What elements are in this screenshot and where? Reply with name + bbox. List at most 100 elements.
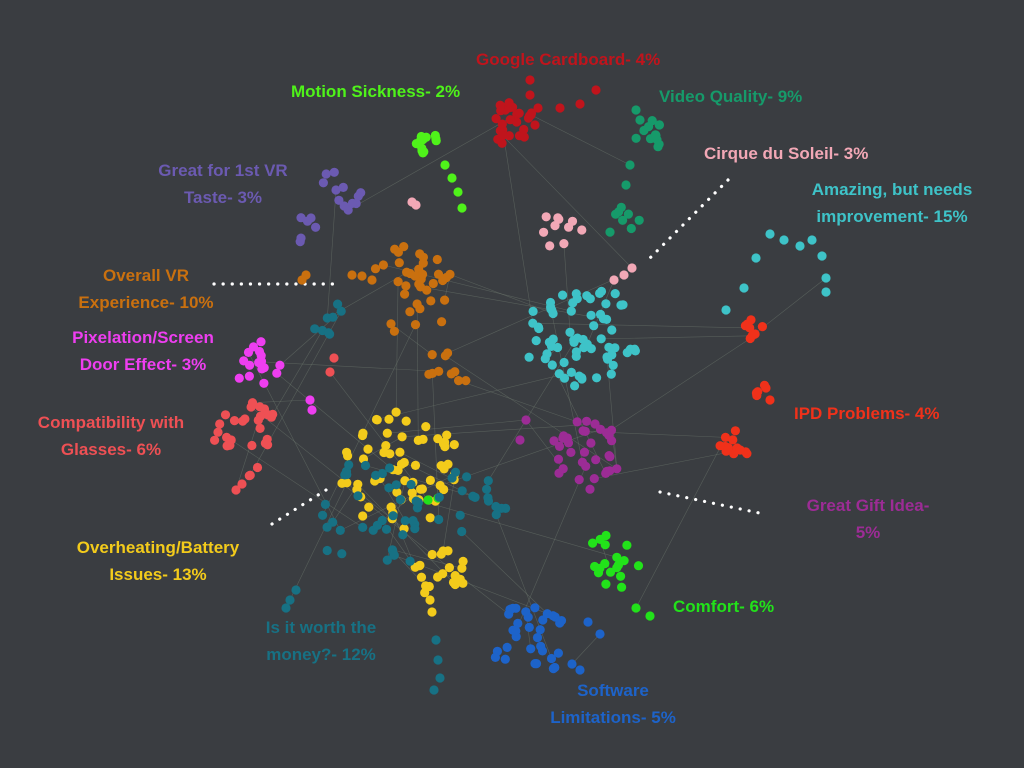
node-compatibility-glasses — [252, 462, 263, 473]
node-comfort — [616, 571, 626, 581]
node-overall-vr-experience — [394, 258, 404, 268]
label-overheating-battery: Overheating/Battery Issues- 13% — [52, 534, 264, 588]
node-amazing-needs-improvement — [610, 343, 620, 353]
node-overall-vr-experience — [440, 351, 450, 361]
node-worth-the-money — [410, 524, 420, 534]
node-overheating-battery — [425, 595, 435, 605]
node-great-first-vr — [296, 233, 306, 243]
graph-link — [276, 372, 394, 470]
node-overall-vr-experience — [445, 269, 455, 279]
node-google-cardboard — [504, 98, 514, 108]
node-overall-vr-experience — [461, 376, 471, 386]
node-ipd-problems — [715, 441, 725, 451]
graph-nodes — [210, 75, 831, 695]
node-video-quality — [625, 160, 635, 170]
node-video-quality — [631, 133, 641, 143]
node-google-cardboard — [497, 119, 507, 129]
node-amazing-needs-improvement — [578, 334, 588, 345]
node-amazing-needs-improvement — [558, 290, 568, 300]
node-compatibility-glasses — [215, 419, 225, 429]
node-overall-vr-experience — [370, 264, 381, 274]
label-ipd-problems: IPD Problems- 4% — [794, 400, 940, 427]
node-comfort — [601, 579, 611, 589]
node-compatibility-glasses — [329, 353, 339, 363]
label-line: Video Quality- 9% — [659, 87, 803, 106]
node-great-gift-idea — [521, 415, 531, 425]
node-motion-sickness — [416, 135, 426, 145]
node-motion-sickness — [457, 203, 467, 213]
node-great-gift-idea — [586, 438, 596, 448]
node-software-limitations — [490, 652, 500, 663]
node-pixelation-screen-door — [243, 347, 254, 357]
graph-link — [571, 633, 601, 665]
node-worth-the-money — [434, 514, 444, 525]
node-overall-vr-experience — [297, 275, 307, 285]
node-video-quality — [631, 105, 641, 115]
node-google-cardboard — [591, 85, 601, 95]
node-google-cardboard — [495, 100, 505, 110]
node-compatibility-glasses — [229, 416, 240, 426]
graph-link — [445, 355, 617, 470]
node-great-gift-idea — [585, 484, 595, 494]
graph-link — [376, 372, 572, 420]
graph-link — [252, 399, 311, 403]
node-great-gift-idea — [590, 419, 600, 429]
node-amazing-needs-improvement — [595, 288, 605, 298]
graph-link — [515, 466, 586, 632]
node-software-limitations — [530, 603, 540, 613]
node-great-first-vr — [321, 169, 331, 179]
node-ipd-problems — [723, 443, 734, 453]
node-worth-the-money — [281, 603, 291, 613]
node-compatibility-glasses — [255, 402, 265, 412]
node-overall-vr-experience — [450, 367, 460, 377]
node-overall-vr-experience — [418, 269, 428, 279]
node-overall-vr-experience — [367, 275, 377, 285]
node-pixelation-screen-door — [254, 346, 265, 357]
node-ipd-problems — [735, 445, 745, 455]
node-pixelation-screen-door — [234, 373, 244, 383]
node-amazing-needs-improvement — [610, 289, 620, 299]
node-motion-sickness — [447, 173, 457, 183]
node-great-first-vr — [311, 222, 321, 232]
node-compatibility-glasses — [263, 440, 273, 450]
node-ipd-problems — [720, 432, 731, 442]
graph-link — [413, 498, 617, 558]
graph-link — [272, 330, 323, 415]
node-worth-the-money — [285, 595, 295, 605]
node-video-quality — [621, 180, 631, 190]
node-overheating-battery — [427, 549, 437, 560]
node-great-gift-idea — [589, 474, 599, 484]
label-line: improvement- 15% — [816, 207, 968, 226]
node-google-cardboard — [498, 130, 508, 141]
node-cirque-du-soleil — [550, 221, 560, 231]
label-line: Overall VR — [103, 266, 189, 285]
node-worth-the-money — [310, 324, 320, 334]
node-overall-vr-experience — [378, 260, 388, 270]
node-amazing-needs-improvement — [595, 309, 606, 319]
node-compatibility-glasses — [231, 485, 241, 495]
node-overheating-battery — [425, 513, 435, 523]
graph-link — [231, 439, 363, 528]
node-worth-the-money — [318, 510, 328, 520]
node-overall-vr-experience — [433, 269, 444, 279]
node-amazing-needs-improvement — [589, 321, 599, 331]
label-line: Issues- 13% — [109, 565, 207, 584]
node-google-cardboard — [491, 114, 501, 124]
graph-link — [635, 437, 726, 609]
graph-link — [530, 114, 631, 166]
node-amazing-needs-improvement — [602, 314, 612, 324]
node-overheating-battery — [358, 511, 368, 521]
node-worth-the-money — [358, 522, 368, 533]
node-overheating-battery — [433, 572, 443, 582]
node-google-cardboard — [530, 120, 540, 130]
graph-link — [243, 360, 439, 372]
node-compatibility-glasses — [268, 409, 278, 419]
node-overheating-battery — [415, 560, 425, 570]
node-overheating-battery — [425, 475, 435, 485]
node-amazing-needs-improvement — [547, 360, 557, 370]
node-pixelation-screen-door — [245, 360, 255, 370]
node-cirque-du-soleil — [545, 241, 555, 251]
node-pixelation-screen-door — [256, 337, 266, 347]
node-amazing-needs-improvement — [528, 318, 538, 328]
graph-link — [563, 243, 571, 333]
